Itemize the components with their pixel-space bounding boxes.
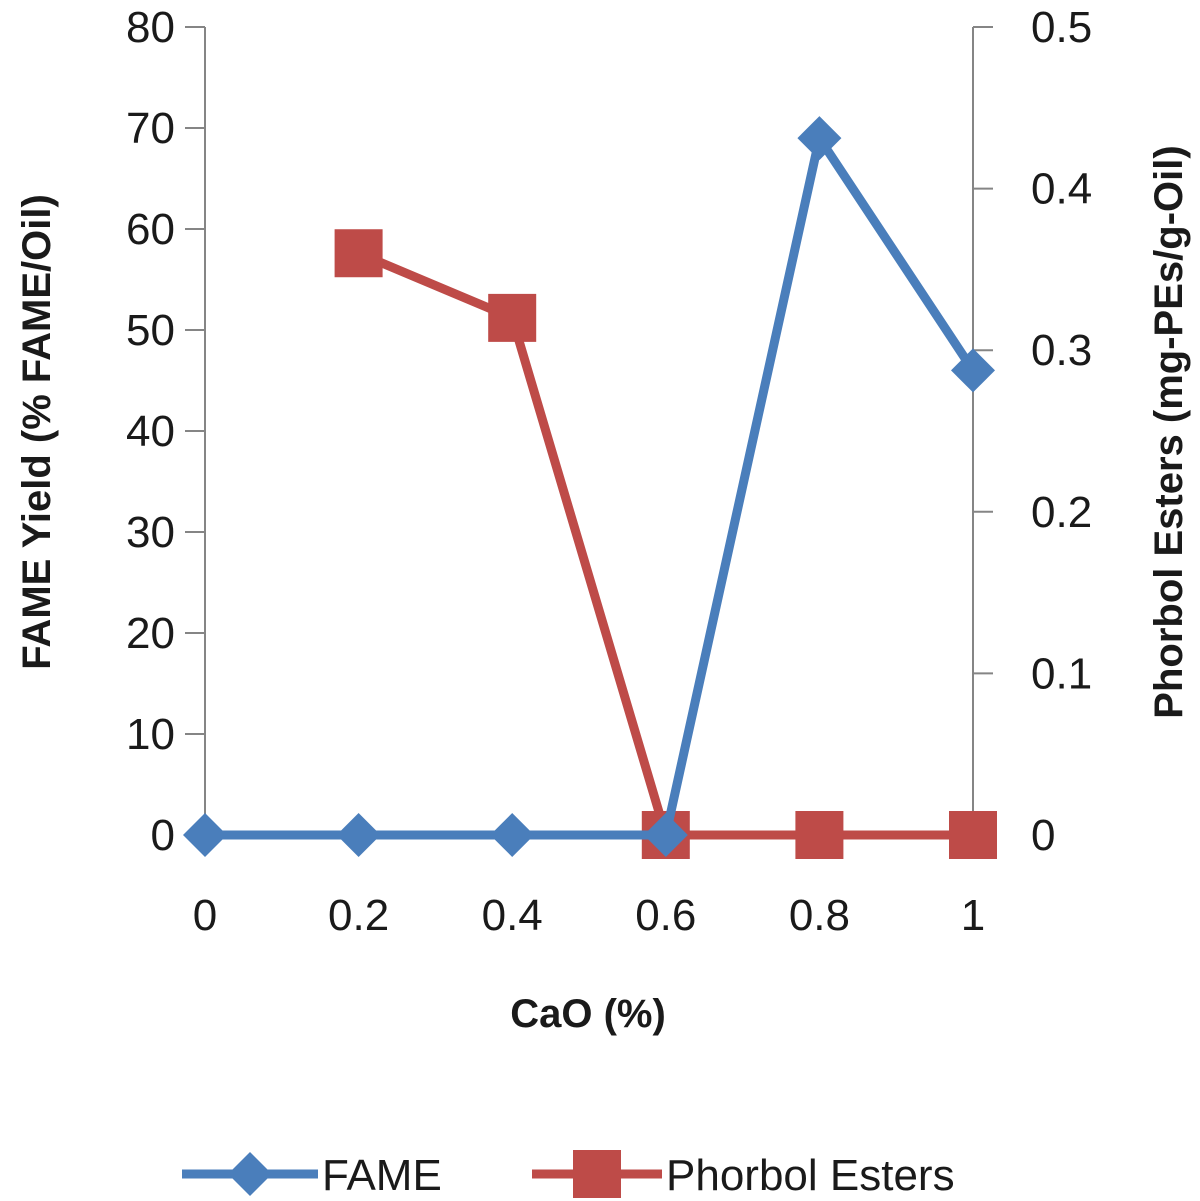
data-point-phorbol-esters bbox=[949, 811, 997, 859]
left-y-tick-label: 20 bbox=[126, 609, 175, 658]
data-point-fame bbox=[336, 813, 381, 857]
left-y-tick-label: 10 bbox=[126, 710, 175, 759]
left-y-tick-label: 40 bbox=[126, 407, 175, 456]
right-y-tick-label: 0.3 bbox=[1031, 326, 1092, 375]
legend-marker-fame bbox=[228, 1152, 272, 1196]
left-y-tick-label: 0 bbox=[151, 811, 175, 860]
x-axis-title: CaO (%) bbox=[510, 992, 666, 1036]
series-line-phorbol-esters bbox=[356, 249, 973, 840]
axes: 0 10 20 30 40 50 60 70 80 0 0.1 0.2 0.3 0.4 0.5 0 0.2 0.4… bbox=[126, 3, 1092, 940]
left-y-tick-label: 70 bbox=[126, 104, 175, 153]
legend: FAME Phorbol Esters bbox=[182, 1150, 955, 1200]
left-y-tick-label: 60 bbox=[126, 205, 175, 254]
series-layer bbox=[183, 116, 997, 859]
data-point-fame bbox=[951, 348, 995, 393]
right-y-axis-title: Phorbol Esters (mg-PEs/g-Oil) bbox=[1147, 145, 1191, 718]
series-phorbol-esters bbox=[334, 229, 997, 859]
data-point-fame bbox=[490, 813, 535, 857]
x-tick-label: 1 bbox=[961, 891, 985, 940]
left-y-tick-label: 50 bbox=[126, 306, 175, 355]
right-y-tick-label: 0.1 bbox=[1031, 649, 1092, 698]
legend-item-fame: FAME bbox=[182, 1151, 442, 1200]
legend-item-phorbol-esters: Phorbol Esters bbox=[532, 1150, 955, 1200]
left-y-tick-label: 80 bbox=[126, 3, 175, 52]
left-y-tick-label: 30 bbox=[126, 508, 175, 557]
left-y-axis-title: FAME Yield (% FAME/Oil) bbox=[15, 194, 59, 670]
right-y-tick-label: 0.5 bbox=[1031, 3, 1092, 52]
legend-marker-phorbol-esters bbox=[573, 1150, 621, 1198]
x-tick-label: 0.4 bbox=[482, 891, 543, 940]
legend-label-fame: FAME bbox=[322, 1151, 442, 1200]
data-point-phorbol-esters bbox=[795, 811, 844, 859]
data-point-fame bbox=[643, 813, 688, 857]
series-line-fame bbox=[205, 133, 977, 840]
right-y-tick-label: 0.2 bbox=[1031, 488, 1092, 537]
x-tick-label: 0.6 bbox=[635, 891, 696, 940]
x-tick-label: 0 bbox=[193, 891, 217, 940]
right-y-tick-label: 0.4 bbox=[1031, 165, 1092, 214]
x-tick-label: 0.2 bbox=[328, 891, 389, 940]
data-point-fame bbox=[183, 813, 227, 857]
data-point-phorbol-esters bbox=[334, 229, 383, 278]
right-y-tick-label: 0 bbox=[1031, 811, 1055, 860]
data-point-phorbol-esters bbox=[488, 293, 537, 342]
legend-label-phorbol-esters: Phorbol Esters bbox=[666, 1151, 955, 1200]
x-tick-label: 0.8 bbox=[789, 891, 850, 940]
series-fame bbox=[183, 116, 995, 857]
data-point-fame bbox=[797, 116, 842, 161]
